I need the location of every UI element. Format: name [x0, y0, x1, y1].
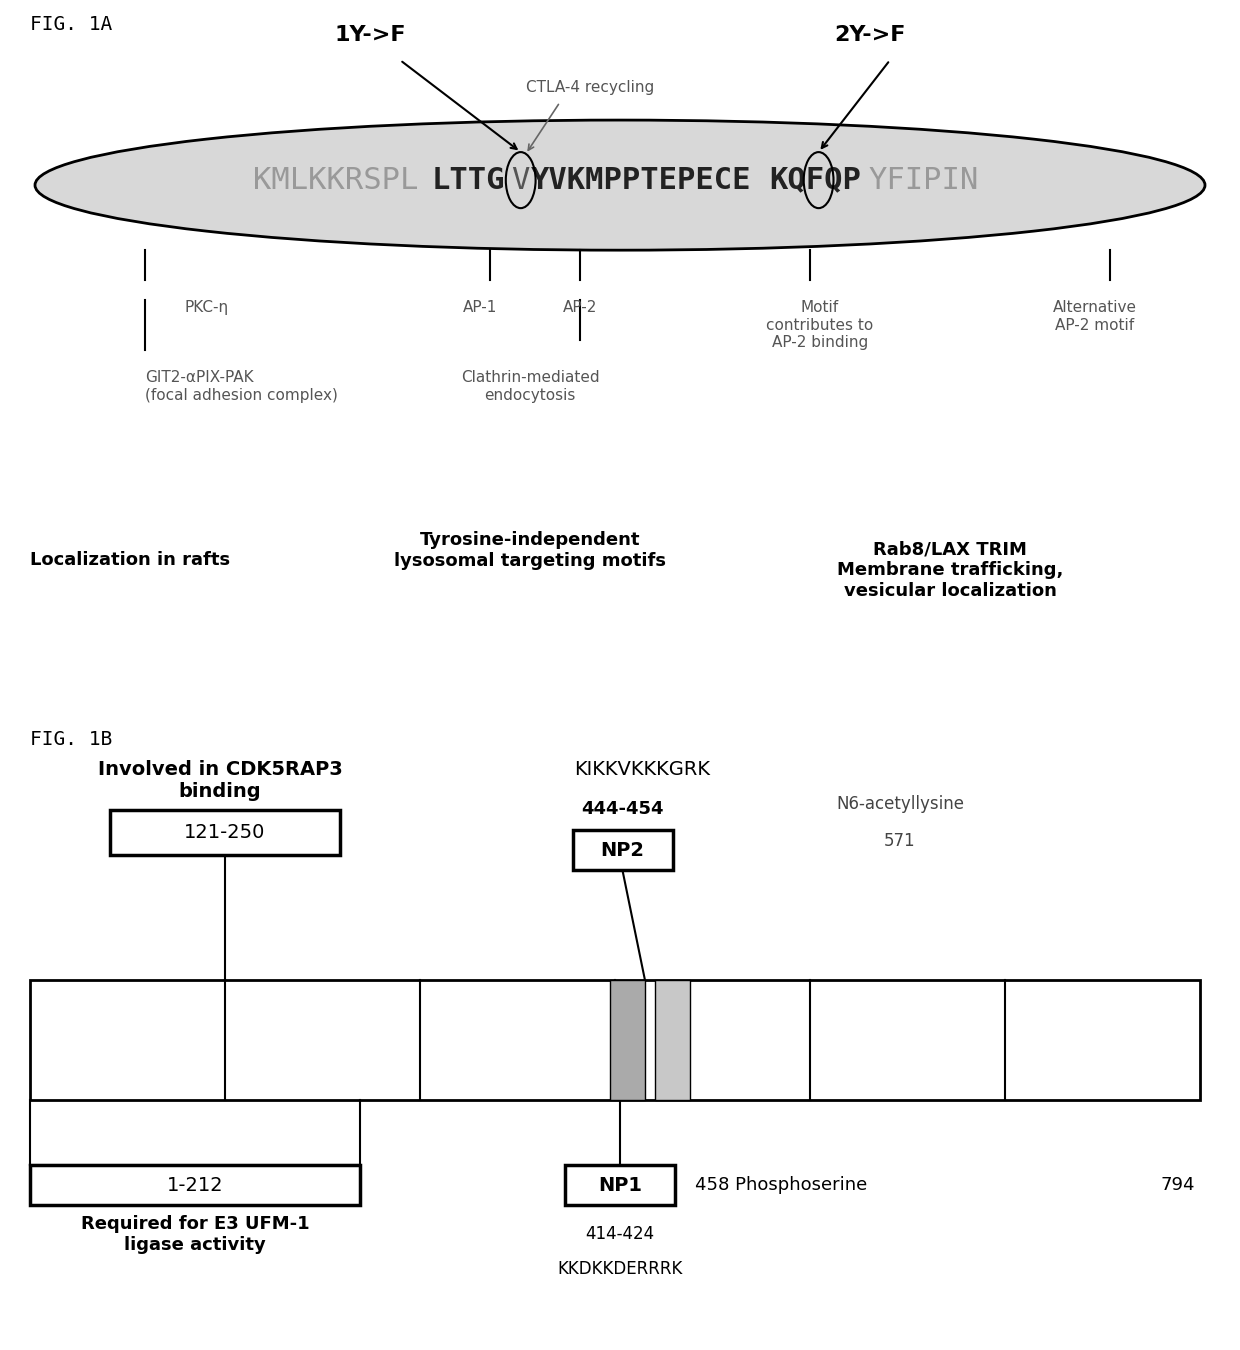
- Text: Motif
contributes to
AP-2 binding: Motif contributes to AP-2 binding: [766, 300, 874, 350]
- Text: Required for E3 UFM-1
ligase activity: Required for E3 UFM-1 ligase activity: [81, 1215, 309, 1254]
- Text: 121-250: 121-250: [185, 824, 265, 842]
- Text: YFIPIN: YFIPIN: [868, 166, 978, 194]
- Text: PKC-η: PKC-η: [185, 300, 229, 315]
- Text: CTLA-4 recycling: CTLA-4 recycling: [526, 80, 655, 94]
- Text: 1-212: 1-212: [166, 1176, 223, 1195]
- Bar: [30, 980, 1200, 1100]
- Text: N6-acetyllysine: N6-acetyllysine: [836, 795, 963, 814]
- Ellipse shape: [35, 120, 1205, 250]
- Text: Clathrin-mediated
endocytosis: Clathrin-mediated endocytosis: [461, 370, 599, 402]
- Text: KIKKVKKKGRK: KIKKVKKKGRK: [574, 760, 711, 779]
- Text: 414-424: 414-424: [585, 1224, 655, 1243]
- Bar: [110, 810, 340, 856]
- Text: 794: 794: [1161, 1176, 1195, 1195]
- Text: FIG. 1A: FIG. 1A: [30, 15, 113, 34]
- Text: Alternative
AP-2 motif: Alternative AP-2 motif: [1053, 300, 1137, 332]
- Bar: [30, 1165, 360, 1206]
- Text: GIT2-αPIX-PAK
(focal adhesion complex): GIT2-αPIX-PAK (focal adhesion complex): [145, 370, 337, 402]
- Text: V: V: [511, 166, 529, 194]
- Text: Localization in rafts: Localization in rafts: [30, 551, 231, 570]
- Bar: [655, 980, 689, 1100]
- Text: NP1: NP1: [598, 1176, 642, 1195]
- Text: Rab8/LAX TRIM
Membrane trafficking,
vesicular localization: Rab8/LAX TRIM Membrane trafficking, vesi…: [837, 540, 1063, 601]
- Bar: [565, 1165, 675, 1206]
- Text: LTTG: LTTG: [432, 166, 505, 194]
- Text: Tyrosine-independent
lysosomal targeting motifs: Tyrosine-independent lysosomal targeting…: [394, 531, 666, 570]
- Text: YVKMPPTEPECE: YVKMPPTEPECE: [531, 166, 751, 194]
- Text: AP-2: AP-2: [563, 300, 598, 315]
- Text: Involved in CDK5RAP3
binding: Involved in CDK5RAP3 binding: [98, 760, 342, 802]
- Text: 1Y->F: 1Y->F: [335, 26, 405, 45]
- Text: KMLKKRSPL: KMLKKRSPL: [253, 166, 418, 194]
- Text: KKDKKDERRRK: KKDKKDERRRK: [557, 1260, 683, 1278]
- Bar: [610, 980, 645, 1100]
- Bar: [573, 830, 672, 871]
- Text: 458 Phosphoserine: 458 Phosphoserine: [694, 1176, 867, 1195]
- Text: 571: 571: [884, 833, 916, 851]
- Text: 444-454: 444-454: [582, 801, 663, 818]
- Text: FIG. 1B: FIG. 1B: [30, 730, 113, 749]
- Text: NP2: NP2: [600, 841, 645, 860]
- Text: KQFQP: KQFQP: [769, 166, 861, 194]
- Text: 2Y->F: 2Y->F: [835, 26, 905, 45]
- Text: AP-1: AP-1: [463, 300, 497, 315]
